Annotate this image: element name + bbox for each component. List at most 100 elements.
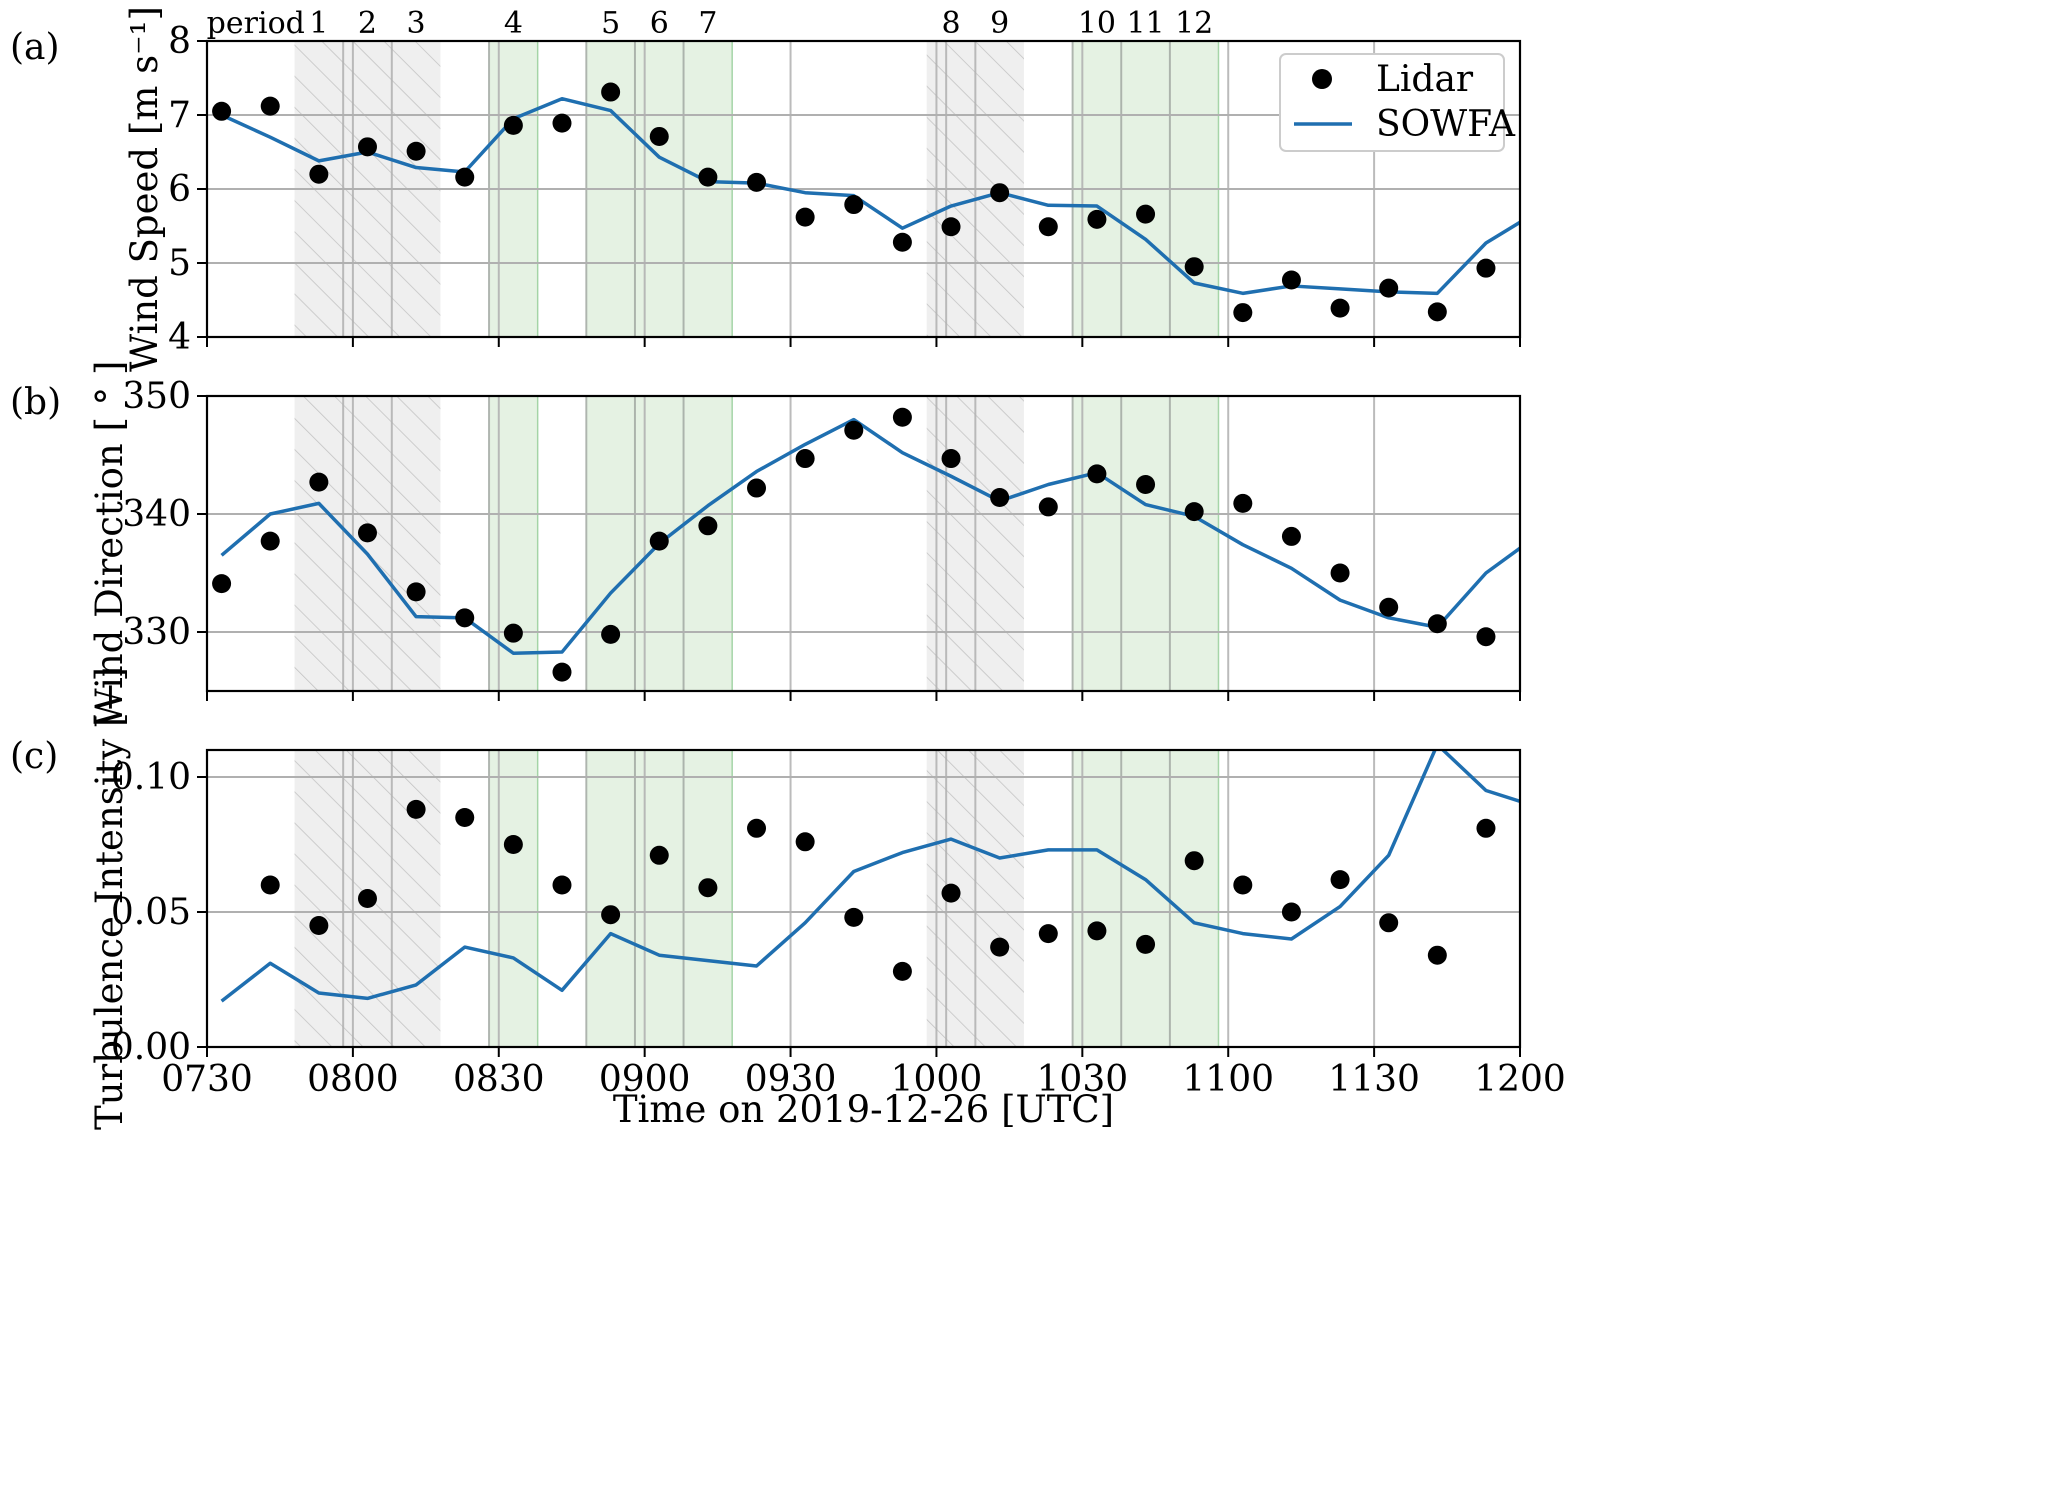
period-number-label: 2	[358, 6, 377, 41]
period-number-label: 5	[601, 6, 620, 41]
lidar-point	[309, 164, 329, 184]
period-11-band	[1121, 750, 1170, 1047]
lidar-point	[1281, 270, 1301, 290]
legend-lidar-marker	[1312, 69, 1332, 89]
period-number-label: 10	[1078, 6, 1116, 41]
lidar-point	[941, 449, 961, 469]
lidar-point	[1233, 493, 1253, 513]
lidar-point	[1476, 627, 1496, 647]
y-tick-label: 0.05	[111, 892, 191, 933]
lidar-point	[795, 207, 815, 227]
lidar-point	[1184, 851, 1204, 871]
lidar-point	[1330, 870, 1350, 890]
lidar-point	[1087, 464, 1107, 484]
lidar-point	[892, 232, 912, 252]
period-10-band	[1072, 396, 1122, 691]
lidar-point	[1136, 475, 1156, 494]
period-number-label: 9	[990, 6, 1009, 41]
lidar-point	[1476, 258, 1496, 278]
lidar-point	[1038, 497, 1058, 517]
lidar-point	[1281, 902, 1301, 922]
period-1-band	[294, 750, 344, 1047]
period-9-band	[975, 396, 1024, 691]
x-tick-label: 0830	[453, 1059, 545, 1100]
lidar-point	[455, 167, 475, 187]
y-tick-label: 7	[168, 95, 191, 136]
period-number-label: 12	[1175, 6, 1213, 41]
period-11-band	[1121, 396, 1170, 691]
lidar-point	[1233, 303, 1253, 323]
y-tick-label: 350	[122, 376, 191, 417]
lidar-point	[649, 126, 669, 146]
lidar-point	[990, 487, 1010, 507]
y-tick-label: 5	[168, 243, 191, 284]
period-4-band	[489, 750, 538, 1047]
period-10-band	[1072, 750, 1122, 1047]
lidar-point	[941, 883, 961, 903]
y-tick-label: 6	[168, 169, 191, 210]
x-tick-label: 0730	[161, 1059, 253, 1100]
legend: Lidar SOWFA	[1279, 53, 1516, 152]
lidar-point	[698, 167, 718, 187]
lidar-point	[844, 195, 864, 215]
lidar-point	[892, 407, 912, 427]
x-tick-label: 1130	[1328, 1059, 1420, 1100]
panel-c-label: (c)	[10, 736, 58, 777]
lidar-point	[795, 449, 815, 469]
lidar-point	[552, 662, 572, 682]
period-number-label: 11	[1126, 6, 1164, 41]
lidar-point	[1427, 945, 1447, 965]
lidar-point	[406, 582, 426, 602]
x-tick-label: 0900	[599, 1059, 691, 1100]
lidar-point	[212, 101, 232, 121]
lidar-point	[844, 907, 864, 927]
lidar-point	[503, 835, 523, 854]
panel-a-ylabel: Wind Speed [m s⁻¹]	[123, 6, 166, 372]
panel-b-ylabel: Wind Direction [ ° ]	[88, 361, 131, 727]
period-3-band	[391, 396, 441, 691]
lidar-point	[503, 115, 523, 135]
lidar-point	[357, 523, 377, 543]
lidar-point	[503, 623, 523, 643]
panel-b-wind-direction: 330 340 350 (b) Wind Direction [ ° ]	[10, 361, 1522, 727]
y-tick-label: 8	[168, 21, 191, 62]
lidar-point	[747, 478, 767, 498]
lidar-point	[1427, 614, 1447, 634]
lidar-point	[455, 808, 475, 827]
y-tick-label: 330	[122, 612, 191, 653]
lidar-point	[1379, 597, 1399, 617]
period-7-band	[683, 396, 733, 691]
period-number-label: 4	[504, 6, 523, 41]
y-tick-label: 0.00	[111, 1027, 191, 1068]
x-axis-label: Time on 2019-12-26 [UTC]	[613, 1088, 1114, 1131]
lidar-point	[1038, 217, 1058, 237]
lidar-point	[1136, 204, 1156, 224]
period-number-label: 7	[698, 6, 717, 41]
panel-c-turbulence-intensity: 0.00 0.05 0.10 0730 0800 0830 0900 0930 1000 1030…	[10, 667, 1566, 1130]
y-tick-label: 340	[122, 494, 191, 535]
x-tick-label: 1000	[891, 1059, 983, 1100]
lidar-point	[357, 889, 377, 908]
period-6-band	[634, 750, 684, 1047]
period-12-band	[1169, 396, 1219, 691]
lidar-point	[892, 961, 912, 981]
lidar-point	[357, 137, 377, 157]
lidar-point	[1184, 502, 1204, 522]
period-3-band	[391, 750, 441, 1047]
legend-box	[1279, 53, 1505, 152]
panel-c-ylabel: Turbulence Intensity [−]	[88, 667, 131, 1130]
panel-b-label: (b)	[10, 382, 61, 423]
lidar-point	[601, 624, 621, 644]
lidar-point	[601, 82, 621, 102]
sowfa-series-line	[220, 417, 1520, 655]
lidar-point	[698, 878, 718, 898]
period-2-band	[343, 396, 392, 691]
legend-sowfa-label: SOWFA	[1376, 104, 1516, 145]
lidar-point	[406, 799, 426, 819]
lidar-point	[747, 172, 767, 192]
legend-lidar-label: Lidar	[1376, 59, 1474, 100]
sowfa-series-line	[220, 96, 1520, 296]
lidar-point	[649, 845, 669, 865]
lidar-point	[406, 141, 426, 161]
